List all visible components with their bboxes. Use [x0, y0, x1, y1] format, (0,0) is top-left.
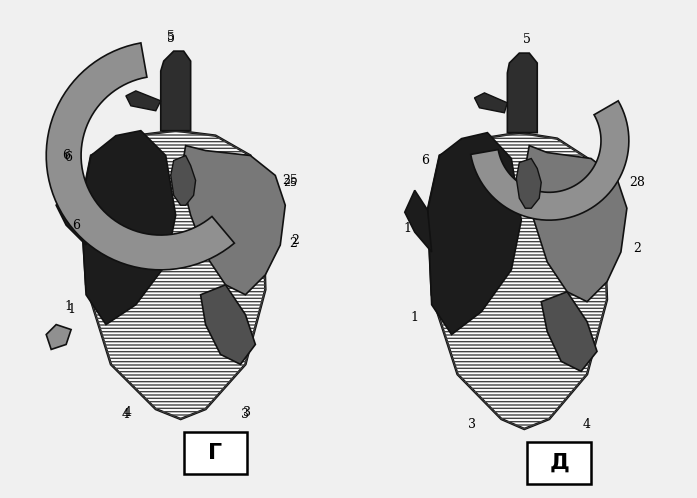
Text: 2: 2 — [633, 242, 641, 254]
Text: 6: 6 — [62, 149, 70, 162]
Polygon shape — [171, 155, 196, 205]
Polygon shape — [428, 132, 521, 335]
Polygon shape — [542, 292, 597, 372]
Text: Д: Д — [549, 453, 569, 473]
Polygon shape — [523, 145, 627, 302]
Polygon shape — [201, 285, 255, 365]
Polygon shape — [126, 91, 161, 111]
Text: 3: 3 — [468, 417, 475, 430]
Polygon shape — [507, 53, 537, 132]
Polygon shape — [516, 158, 542, 208]
Text: 4: 4 — [124, 405, 132, 419]
Text: 1: 1 — [404, 222, 412, 235]
Polygon shape — [46, 43, 234, 270]
Polygon shape — [46, 325, 71, 350]
Text: 25: 25 — [282, 174, 298, 187]
Text: 6: 6 — [72, 219, 80, 232]
Polygon shape — [81, 130, 266, 419]
Text: 3: 3 — [243, 405, 252, 419]
FancyBboxPatch shape — [184, 432, 247, 474]
Text: 5: 5 — [167, 32, 175, 45]
Polygon shape — [470, 101, 629, 220]
Text: 6: 6 — [64, 151, 72, 164]
Text: 4: 4 — [122, 407, 130, 421]
FancyBboxPatch shape — [528, 442, 591, 484]
Text: 5: 5 — [167, 30, 175, 43]
Polygon shape — [405, 190, 431, 252]
Text: 2: 2 — [289, 237, 297, 249]
Polygon shape — [161, 51, 191, 130]
Text: 1: 1 — [67, 303, 75, 316]
Text: 3: 3 — [241, 407, 250, 421]
Polygon shape — [181, 145, 285, 295]
Text: 2: 2 — [291, 234, 299, 247]
Text: 1: 1 — [411, 311, 419, 324]
Text: 28: 28 — [629, 176, 645, 189]
Polygon shape — [81, 130, 176, 325]
Text: 1: 1 — [64, 300, 72, 313]
Text: 25: 25 — [283, 178, 298, 188]
Text: Г: Г — [208, 443, 222, 463]
Polygon shape — [428, 132, 607, 429]
Polygon shape — [56, 185, 86, 245]
Polygon shape — [475, 93, 507, 113]
Text: 5: 5 — [523, 33, 531, 46]
Text: 6: 6 — [421, 154, 429, 167]
Text: 4: 4 — [583, 417, 591, 430]
